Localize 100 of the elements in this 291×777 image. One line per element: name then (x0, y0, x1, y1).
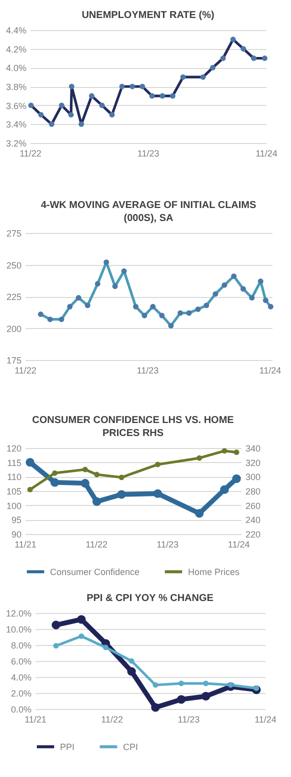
point (58, 316, 64, 322)
point (142, 312, 148, 318)
x-tick-label: 11/23 (178, 714, 200, 724)
point (151, 703, 160, 712)
point (52, 620, 60, 630)
point (26, 458, 34, 467)
x-tick-label: 11/24 (228, 540, 250, 550)
y-tick-label: 90 (11, 530, 22, 540)
y2-tick-label: 220 (246, 530, 261, 540)
legend-label: CPI (123, 742, 138, 752)
x-tick-label: 11/21 (14, 540, 36, 550)
point (38, 312, 44, 318)
y2-tick-label: 280 (246, 486, 261, 496)
y2-tick-label: 300 (246, 472, 261, 482)
point (240, 286, 246, 292)
point (52, 470, 58, 476)
point (228, 682, 234, 688)
x-tick-label: 11/22 (101, 714, 124, 724)
point (195, 306, 201, 312)
point (232, 474, 241, 483)
y-tick-label: 3.8% (6, 82, 26, 92)
point (249, 295, 255, 301)
point (76, 295, 82, 301)
y-tick-label: 3.2% (6, 138, 26, 148)
point (77, 615, 86, 624)
point (168, 322, 174, 328)
y-tick-label: 12.0% (6, 608, 32, 618)
y-tick-label: 120 (6, 444, 22, 454)
point (222, 448, 228, 454)
point (102, 644, 108, 650)
point (201, 692, 210, 701)
point (94, 281, 100, 287)
point (186, 310, 192, 316)
y-tick-label: 0.0% (10, 704, 32, 714)
point (128, 658, 134, 664)
y-tick-label: 110 (7, 472, 22, 482)
x-tick-label: 11/24 (254, 714, 276, 724)
y-tick-label: 225 (6, 292, 22, 302)
y-tick-label: 10.0% (6, 624, 32, 634)
point (220, 485, 229, 494)
y-tick-label: 2.0% (10, 688, 32, 698)
y2-tick-label: 320 (246, 458, 261, 468)
point (150, 304, 156, 310)
y-tick-label: 3.4% (6, 120, 26, 130)
point (82, 466, 88, 472)
x-tick-label: 11/24 (259, 366, 282, 376)
y-tick-label: 100 (6, 500, 22, 511)
point (196, 455, 202, 461)
y-tick-label: 3.6% (6, 100, 26, 111)
y-tick-label: 8.0% (10, 640, 32, 650)
point (268, 304, 274, 310)
point (176, 695, 186, 704)
x-tick-label: 11/22 (20, 148, 42, 158)
point (222, 282, 228, 288)
x-tick-label: 11/23 (156, 540, 178, 550)
point (67, 304, 73, 310)
y2-tick-label: 240 (246, 515, 261, 526)
x-tick-label: 11/24 (256, 148, 278, 158)
y-tick-label: 4.0% (10, 672, 32, 682)
point (254, 685, 260, 691)
chart-title: 4-WK MOVING AVERAGE OF INITIAL CLAIMS (000S), SA (40, 200, 257, 224)
y-tick-label: 95 (11, 515, 22, 526)
point (154, 462, 160, 468)
y2-tick-label: 340 (246, 444, 261, 454)
point (204, 302, 210, 308)
point (262, 298, 268, 304)
point (47, 316, 53, 322)
x-tick-label: 11/21 (24, 714, 46, 724)
point (152, 682, 158, 688)
point (117, 490, 126, 499)
point (27, 486, 33, 492)
x-tick-label: 11/23 (137, 148, 160, 158)
point (92, 497, 102, 506)
chart-title: UNEMPLOYMENT RATE (%) (82, 10, 214, 21)
y-tick-label: 250 (6, 260, 22, 270)
point (203, 680, 209, 686)
y-tick-label: 4.2% (6, 44, 26, 54)
y-tick-label: 175 (6, 356, 22, 366)
point (104, 259, 110, 265)
point (258, 278, 264, 284)
point (127, 667, 136, 676)
y-tick-label: 275 (6, 228, 22, 238)
point (234, 450, 240, 456)
y2-tick-label: 260 (246, 500, 261, 511)
point (212, 291, 218, 297)
point (178, 680, 184, 686)
point (153, 489, 162, 498)
x-tick-label: 11/22 (86, 540, 108, 550)
point (80, 478, 90, 488)
point (78, 633, 84, 639)
chart-title: PPI & CPI YOY % CHANGE (86, 593, 214, 604)
point (118, 474, 124, 480)
y-tick-label: 6.0% (10, 656, 32, 666)
point (195, 509, 204, 518)
y-tick-label: 4.0% (6, 63, 26, 74)
point (159, 312, 165, 318)
y-tick-label: 200 (6, 324, 22, 334)
point (133, 304, 139, 310)
x-tick-label: 11/22 (14, 366, 36, 376)
point (53, 643, 59, 649)
